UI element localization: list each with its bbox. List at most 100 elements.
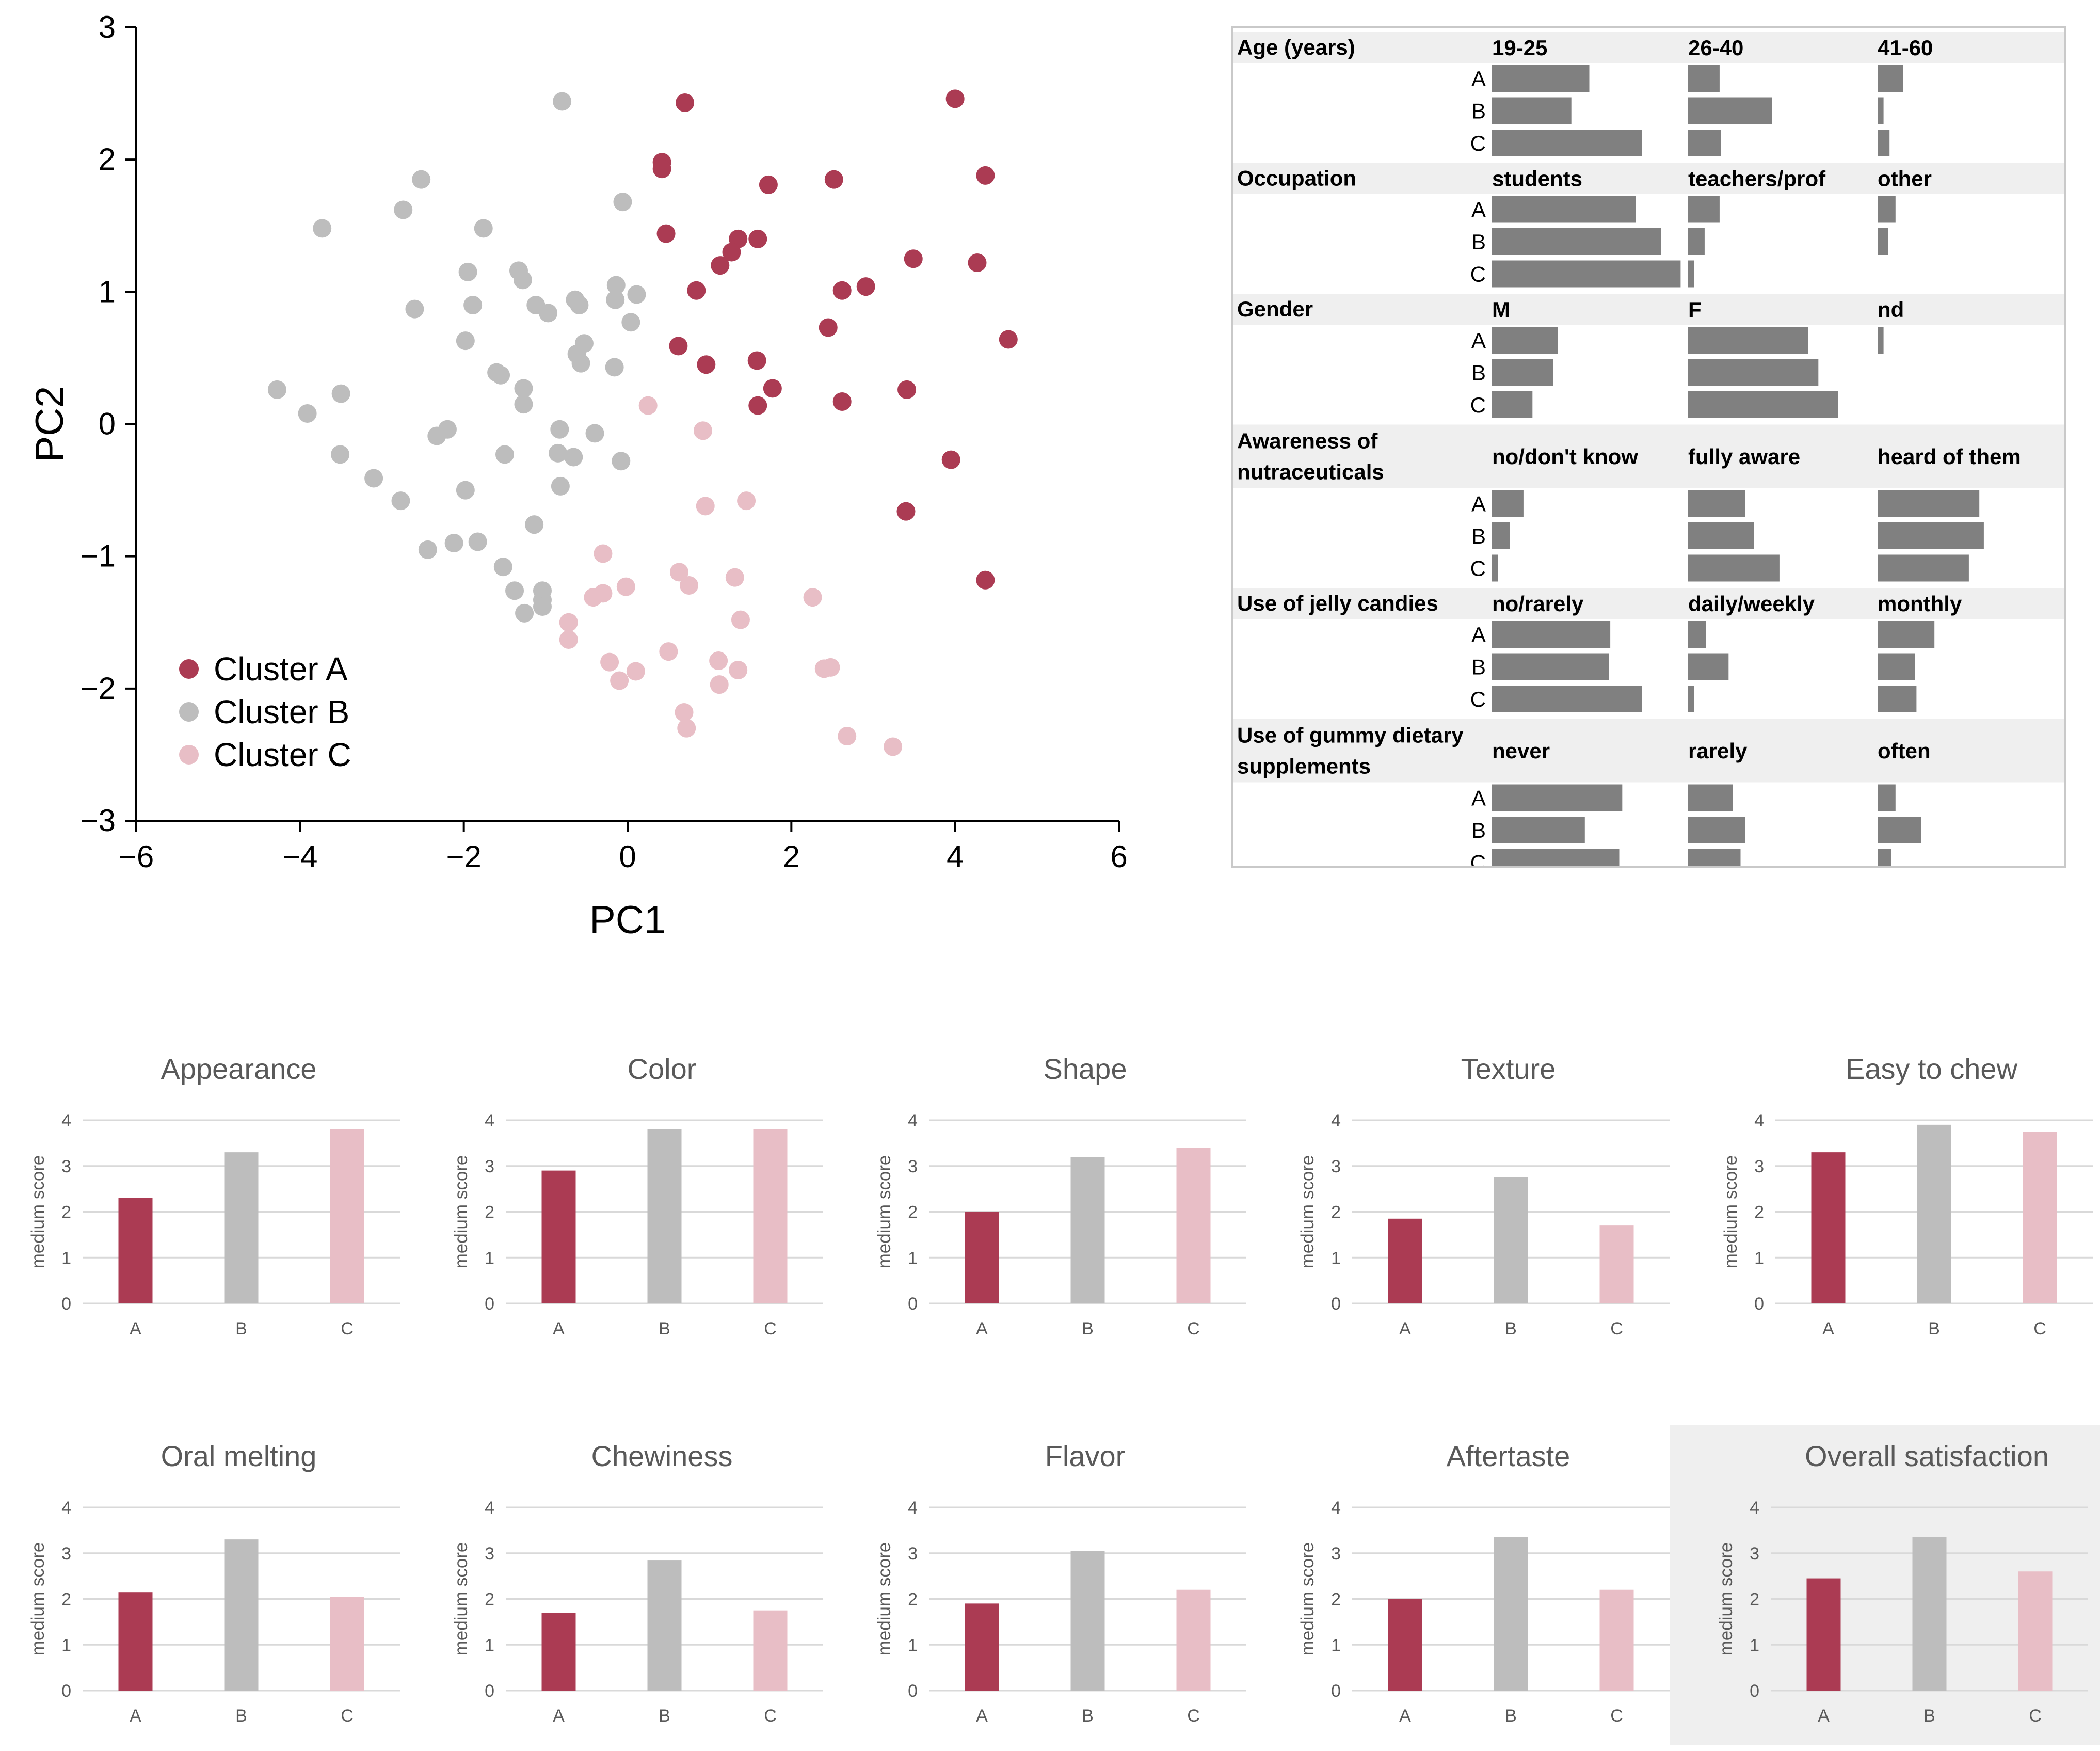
point-cluster-a: [722, 243, 741, 262]
bar-cluster-a: [1388, 1218, 1422, 1303]
x-tick-label: B: [235, 1706, 247, 1726]
y-tick-label: 4: [1331, 1498, 1341, 1518]
x-tick-label: B: [659, 1706, 670, 1726]
point-cluster-c: [626, 662, 645, 681]
point-cluster-b: [514, 395, 533, 414]
point-cluster-b: [571, 354, 590, 373]
column-label: students: [1492, 167, 1582, 191]
point-cluster-b: [513, 270, 532, 290]
point-cluster-b: [427, 426, 446, 445]
x-tick-label: C: [341, 1319, 354, 1339]
y-axis-label: medium score: [1297, 1542, 1318, 1656]
x-tick-label: A: [130, 1706, 141, 1726]
oral-melting-chart: Oral melting 0 1 2 3 4 medium score A B C: [0, 1425, 408, 1745]
bar-cluster-b: [224, 1539, 259, 1691]
y-tick-label: 2: [485, 1203, 494, 1222]
point-cluster-b: [468, 532, 487, 551]
column-label: no/rarely: [1492, 592, 1584, 616]
x-tick-label: C: [764, 1706, 777, 1726]
demographic-bar: [1492, 196, 1636, 223]
y-tick-label: −2: [81, 671, 116, 706]
y-tick-label: 3: [61, 1157, 71, 1176]
bar-chart-svg: Shape 0 1 2 3 4 medium score A B C: [874, 1053, 1246, 1339]
bar-cluster-c: [2023, 1132, 2057, 1303]
cluster-label: A: [1471, 492, 1486, 516]
bar-cluster-c: [753, 1610, 788, 1691]
bar-cluster-c: [330, 1129, 364, 1303]
point-cluster-b: [418, 540, 437, 559]
y-tick-label: 0: [908, 1294, 918, 1314]
y-tick-label: 1: [908, 1635, 918, 1655]
point-cluster-c: [838, 727, 857, 746]
point-cluster-b: [585, 424, 604, 443]
chart-title: Aftertaste: [1447, 1440, 1570, 1472]
group-label: Age (years): [1237, 35, 1355, 59]
point-cluster-c: [725, 568, 744, 587]
bar-cluster-a: [965, 1603, 999, 1691]
texture-chart: Texture 0 1 2 3 4 medium score A B C: [1270, 1038, 1677, 1358]
point-cluster-b: [331, 445, 350, 464]
point-cluster-b: [627, 285, 646, 304]
point-cluster-b: [550, 420, 569, 439]
y-axis-label: medium score: [451, 1542, 471, 1656]
demographic-bar: [1688, 784, 1733, 811]
point-cluster-c: [696, 497, 715, 516]
cluster-label: A: [1471, 328, 1486, 353]
y-tick-label: 1: [908, 1248, 918, 1268]
point-cluster-a: [999, 330, 1018, 349]
point-cluster-a: [945, 89, 965, 108]
x-tick-label: B: [1082, 1706, 1094, 1726]
point-cluster-a: [687, 281, 706, 300]
point-cluster-c: [610, 671, 629, 690]
point-cluster-b: [539, 304, 558, 323]
y-tick-label: 1: [99, 274, 116, 309]
overall-satisfaction-chart: Overall satisfaction 0 1 2 3 4 medium score A B C: [1670, 1425, 2100, 1745]
bar-cluster-a: [1806, 1578, 1841, 1691]
point-cluster-c: [821, 658, 840, 677]
cluster-label: B: [1471, 99, 1486, 123]
chart-title: Texture: [1461, 1053, 1556, 1085]
cluster-label: A: [1471, 786, 1486, 810]
bar-cluster-a: [541, 1170, 576, 1303]
demographic-bar: [1688, 260, 1694, 288]
point-cluster-b: [514, 379, 533, 398]
point-cluster-b: [525, 515, 544, 534]
group-label: nutraceuticals: [1237, 460, 1384, 484]
demographic-bar: [1492, 228, 1661, 255]
y-tick-label: 3: [1331, 1544, 1341, 1564]
point-cluster-b: [612, 452, 631, 471]
y-tick-label: 3: [485, 1157, 494, 1176]
bar-cluster-b: [1494, 1177, 1528, 1303]
demographic-bar: [1878, 686, 1917, 712]
point-cluster-b: [495, 445, 514, 464]
demographic-bar: [1492, 621, 1611, 648]
x-tick-label: A: [1399, 1319, 1411, 1339]
y-tick-label: 0: [485, 1294, 494, 1314]
bar-cluster-c: [2018, 1571, 2053, 1691]
bar-chart-svg: Color 0 1 2 3 4 medium score A B C: [451, 1053, 823, 1339]
x-tick-label: A: [1399, 1706, 1411, 1726]
y-tick-label: 0: [1331, 1294, 1341, 1314]
point-cluster-b: [621, 313, 640, 332]
bar-cluster-a: [1388, 1599, 1422, 1691]
point-cluster-c: [638, 396, 658, 415]
x-tick-label: A: [976, 1319, 988, 1339]
y-tick-label: 1: [485, 1248, 494, 1268]
point-cluster-b: [606, 290, 625, 309]
bar-cluster-b: [1494, 1537, 1528, 1691]
y-axis-label: medium score: [28, 1155, 48, 1269]
group-header-band: [1233, 588, 2064, 619]
point-cluster-c: [709, 651, 728, 671]
y-tick-label: 2: [1754, 1203, 1764, 1222]
x-tick-label: B: [1923, 1706, 1935, 1726]
point-cluster-c: [659, 642, 678, 661]
y-tick-label: 3: [908, 1157, 918, 1176]
x-tick-label: A: [553, 1706, 565, 1726]
column-label: 19-25: [1492, 36, 1547, 60]
demographic-bar: [1492, 817, 1585, 843]
column-label: other: [1878, 167, 1932, 191]
point-cluster-a: [819, 318, 838, 337]
x-tick-label: B: [659, 1319, 670, 1339]
column-label: teachers/prof: [1688, 167, 1826, 191]
cluster-label: C: [1470, 393, 1486, 417]
